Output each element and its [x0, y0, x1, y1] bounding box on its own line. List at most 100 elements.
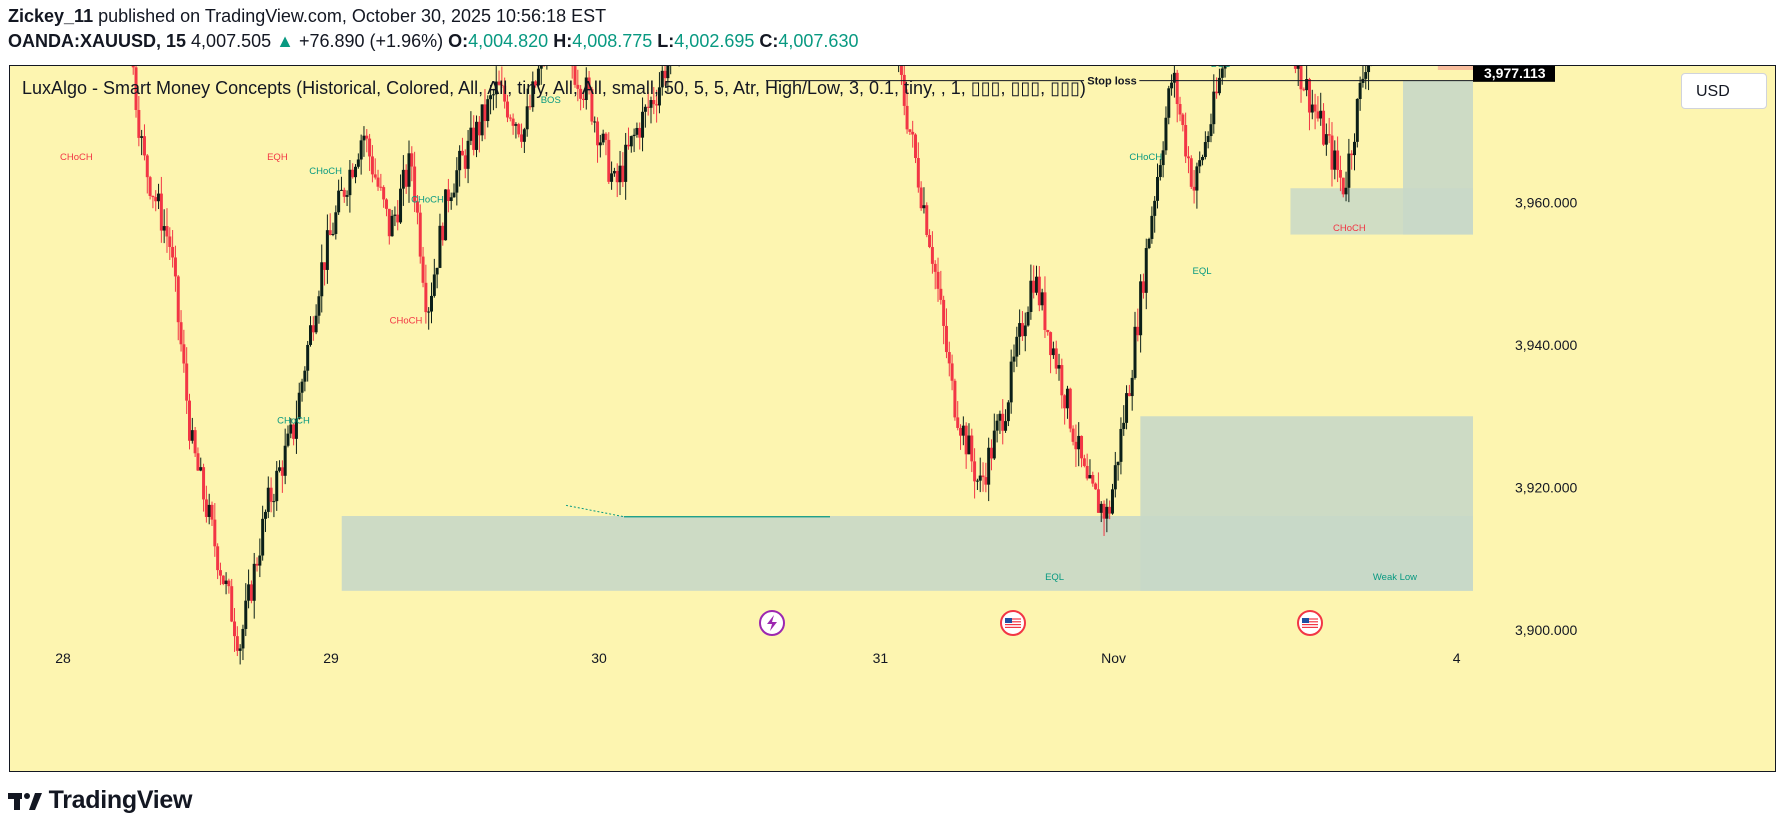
structure-label: CHoCH: [277, 415, 310, 426]
candle-body: [455, 170, 459, 193]
candle-body: [601, 133, 605, 143]
stop-zone: [1437, 66, 1473, 70]
candle-body: [1333, 150, 1337, 170]
candle-body: [373, 174, 377, 178]
candle-body: [244, 600, 248, 629]
candle-body: [1122, 422, 1126, 429]
candle-body: [590, 89, 594, 122]
candle-body: [137, 109, 141, 138]
candle-body: [171, 246, 175, 258]
candle-body: [173, 257, 177, 277]
structure-label: Weak Low: [1373, 572, 1417, 583]
candle-body: [221, 575, 225, 585]
candle-body: [359, 140, 363, 160]
candle-body: [370, 156, 374, 175]
candle-body: [140, 136, 144, 138]
candle-body: [145, 155, 149, 178]
candle-body: [224, 580, 228, 585]
candle-body: [967, 435, 971, 455]
candle-body: [441, 225, 445, 241]
candle-body: [1127, 393, 1131, 397]
candle-body: [368, 138, 372, 157]
author-name[interactable]: Zickey_11: [8, 6, 94, 26]
candle-body: [1156, 176, 1160, 201]
candle-body: [528, 106, 532, 108]
candle-body: [626, 144, 630, 147]
candle-body: [1068, 388, 1072, 429]
candle-body: [218, 570, 222, 576]
candle-body: [255, 563, 259, 566]
eql-line: [565, 504, 625, 518]
brand-name: TradingView: [48, 786, 193, 814]
candle-body: [480, 104, 484, 136]
candle-body: [520, 134, 524, 142]
x-tick-label: 30: [591, 650, 607, 666]
candle-body: [176, 276, 180, 323]
candle-body: [508, 117, 512, 119]
change-up-icon: ▲: [276, 31, 294, 51]
candle-body: [483, 104, 487, 122]
candle-body: [1080, 435, 1084, 459]
candle-body: [151, 195, 155, 198]
x-tick-label: 4: [1453, 650, 1461, 666]
candle-body: [213, 519, 217, 547]
candle-body: [356, 159, 360, 167]
chart-frame[interactable]: TargetTARGETEntry pointStop lossCHoCHCHo…: [9, 65, 1776, 772]
candle-body: [1130, 377, 1134, 397]
candle-body: [1035, 276, 1039, 293]
candle-body: [477, 121, 481, 136]
candle-body: [303, 370, 307, 382]
candle-body: [629, 136, 633, 147]
candle-body: [1167, 88, 1171, 118]
candle-body: [249, 584, 253, 601]
candle-body: [981, 475, 985, 478]
candle-body: [1355, 99, 1359, 142]
candle-body: [396, 214, 400, 223]
candle-body: [348, 169, 352, 196]
structure-label: CHoCH: [309, 166, 342, 177]
candle-body: [1091, 475, 1095, 484]
candle-body: [598, 142, 602, 146]
candle-body: [1001, 413, 1005, 431]
candle-body: [1026, 311, 1030, 326]
candle-body: [289, 424, 293, 434]
candle-body: [1119, 428, 1123, 462]
candle-body: [1004, 421, 1008, 431]
candle-body: [1074, 441, 1078, 450]
price-chart[interactable]: TargetTARGETEntry pointStop lossCHoCHCHo…: [10, 66, 1775, 771]
candle-body: [908, 129, 912, 132]
candle-body: [469, 127, 473, 141]
indicator-legend[interactable]: LuxAlgo - Smart Money Concepts (Historic…: [22, 78, 1086, 98]
tradingview-logo[interactable]: TradingView: [8, 786, 192, 815]
x-tick-label: 29: [323, 650, 339, 666]
candle-body: [165, 226, 169, 237]
candle-body: [207, 504, 211, 517]
candle-body: [1307, 79, 1311, 113]
candle-body: [1178, 104, 1182, 115]
candle-body: [511, 118, 515, 126]
candle-body: [1186, 156, 1190, 159]
candle-body: [604, 133, 608, 140]
currency-button[interactable]: USD: [1681, 73, 1767, 109]
candle-body: [1299, 66, 1303, 90]
candle-body: [1150, 215, 1154, 239]
candle-body: [286, 433, 290, 446]
candle-body: [1302, 89, 1306, 91]
candle-body: [325, 230, 329, 270]
candle-body: [534, 81, 538, 86]
candle-body: [1330, 135, 1334, 170]
candle-body: [998, 413, 1002, 421]
candle-body: [272, 501, 276, 503]
candle-body: [463, 155, 467, 169]
y-tick-label: 3,940.000: [1515, 337, 1577, 353]
candle-body: [975, 480, 979, 482]
candle-body: [306, 344, 310, 371]
candle-body: [612, 170, 616, 174]
candle-body: [233, 621, 237, 637]
us-flag-event-icon-flag: [1302, 618, 1318, 628]
candle-body: [1060, 365, 1064, 396]
candle-body: [610, 173, 614, 182]
candle-body: [384, 199, 388, 209]
candle-body: [973, 461, 977, 482]
candle-body: [497, 81, 501, 85]
